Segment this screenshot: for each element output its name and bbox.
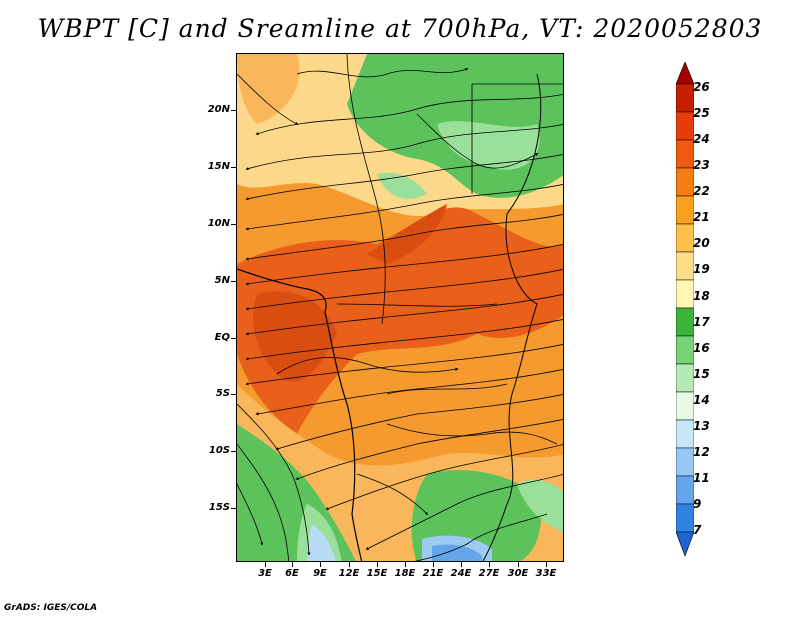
wbpt-field <box>237 54 563 561</box>
lat-label: 20N <box>207 104 230 115</box>
lon-tick <box>461 562 462 567</box>
field-lightgreen-patch <box>377 172 427 199</box>
colorbar-box <box>676 195 694 225</box>
colorbar-label: 12 <box>693 445 710 459</box>
colorbar-box <box>676 335 694 365</box>
lon-label: 15E <box>366 568 388 579</box>
colorbar-label: 13 <box>693 419 710 433</box>
colorbar-label: 11 <box>693 471 710 485</box>
colorbar-box <box>676 167 694 197</box>
lon-tick <box>320 562 321 567</box>
colorbar-box <box>676 391 694 421</box>
colorbar-box <box>676 83 694 113</box>
lat-tick <box>231 508 236 509</box>
border-east <box>482 73 542 561</box>
colorbar-label: 16 <box>693 341 710 355</box>
lon-label: 21E <box>422 568 444 579</box>
colorbar-label: 20 <box>693 236 710 250</box>
lat-label: EQ <box>214 332 230 343</box>
colorbar-box <box>676 447 694 477</box>
lat-label: 10N <box>207 218 230 229</box>
streamlines <box>237 67 563 561</box>
lon-tick <box>349 562 350 567</box>
colorbar <box>676 62 694 557</box>
lon-label: 18E <box>394 568 416 579</box>
colorbar-box <box>676 419 694 449</box>
lat-tick <box>231 167 236 168</box>
map-title: WBPT [C] and Sreamline at 700hPa, VT: 20… <box>37 14 763 43</box>
colorbar-box <box>676 307 694 337</box>
lat-label: 15N <box>207 161 230 172</box>
field-e-lightgreen <box>517 479 563 533</box>
lat-label: 5N <box>214 275 230 286</box>
border-3 <box>336 303 508 395</box>
colorbar-top-arrow <box>676 62 694 85</box>
colorbar-label: 17 <box>693 315 710 329</box>
lon-label: 27E <box>478 568 500 579</box>
colorbar-box <box>676 363 694 393</box>
colorbar-label: 18 <box>693 289 710 303</box>
field-nw-mild <box>237 54 300 124</box>
lon-tick <box>377 562 378 567</box>
lon-tick <box>433 562 434 567</box>
colorbar-box <box>676 475 694 505</box>
colorbar-label: 14 <box>693 393 710 407</box>
colorbar-box <box>676 139 694 169</box>
field-sw-blue <box>307 524 337 561</box>
colorbar-box <box>676 503 694 533</box>
colorbar-label: 24 <box>693 132 710 146</box>
colorbar-label: 9 <box>693 497 702 511</box>
lon-label: 30E <box>507 568 529 579</box>
lon-label: 12E <box>338 568 360 579</box>
lat-tick <box>231 281 236 282</box>
colorbar-box <box>676 251 694 281</box>
lon-tick <box>405 562 406 567</box>
border-2 <box>471 83 563 194</box>
lat-tick <box>231 451 236 452</box>
lon-tick <box>292 562 293 567</box>
field-hot-core <box>253 291 337 382</box>
colorbar-boxes <box>676 83 694 533</box>
colorbar-label: 25 <box>693 106 710 120</box>
colorbar-label: 21 <box>693 210 710 224</box>
colorbar-label: 19 <box>693 262 710 276</box>
lon-label: 24E <box>450 568 472 579</box>
colorbar-box <box>676 223 694 253</box>
field-hot-band <box>237 207 563 434</box>
colorbar-box <box>676 111 694 141</box>
lon-tick <box>518 562 519 567</box>
lon-label: 9E <box>313 568 327 579</box>
map-panel <box>236 53 564 562</box>
lat-label: 5S <box>215 388 230 399</box>
field-hot-core-2 <box>367 204 447 264</box>
footer-credit: GrADS: IGES/COLA <box>4 603 98 613</box>
colorbar-bottom-arrow <box>676 531 694 557</box>
lon-tick <box>546 562 547 567</box>
colorbar-label: 23 <box>693 158 710 172</box>
colorbar-label: 7 <box>693 523 702 537</box>
lat-tick <box>231 338 236 339</box>
lon-label: 3E <box>258 568 272 579</box>
colorbar-box <box>676 279 694 309</box>
field-north-lightgreen <box>437 121 540 170</box>
colorbar-label: 26 <box>693 80 710 94</box>
border-1 <box>346 54 386 325</box>
lat-tick <box>231 394 236 395</box>
lon-label: 6E <box>285 568 299 579</box>
lon-tick <box>489 562 490 567</box>
coastline-west <box>237 268 363 561</box>
lat-tick <box>231 110 236 111</box>
colorbar-label: 15 <box>693 367 710 381</box>
lat-label: 10S <box>208 445 230 456</box>
lon-label: 33E <box>535 568 557 579</box>
lat-label: 15S <box>208 502 230 513</box>
lon-tick <box>265 562 266 567</box>
field-s-blue-core <box>432 544 482 561</box>
lat-tick <box>231 224 236 225</box>
colorbar-label: 22 <box>693 184 710 198</box>
